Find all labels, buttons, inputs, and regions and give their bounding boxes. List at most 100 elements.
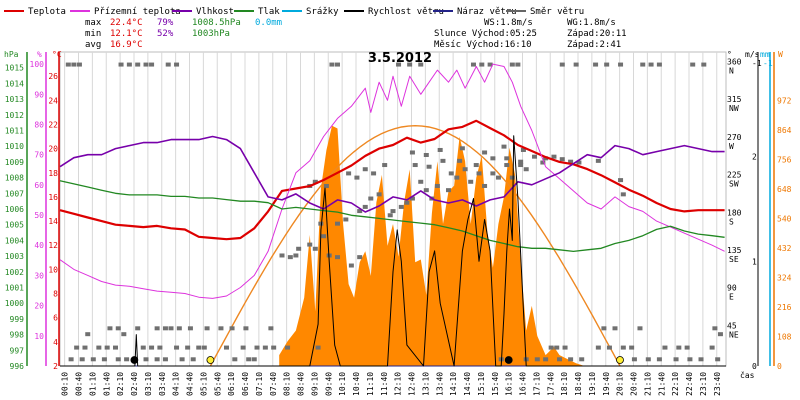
x-tick-label: 15:40 (491, 372, 500, 396)
wind-direction-point (656, 357, 662, 362)
direction-tick-value: 45 (727, 321, 737, 330)
wind-direction-point (448, 171, 454, 176)
wind-direction-point (490, 156, 496, 161)
wind-direction-point (620, 345, 626, 350)
legend-label: Tlak (258, 7, 280, 17)
wind-direction-point (559, 157, 565, 162)
wind-direction-point (454, 175, 460, 180)
x-tick-label: 08:10 (283, 372, 292, 396)
x-tick-label: 09:40 (324, 372, 333, 396)
wind-direction-point (559, 62, 565, 67)
wind-direction-point (201, 345, 207, 350)
chart-title: 3.5.2012 (368, 51, 432, 66)
wind-direction-point (251, 357, 257, 362)
wind-direction-point (115, 357, 121, 362)
wind-direction-point (412, 163, 418, 168)
sunrise-info: Slunce Východ:05:25 (434, 29, 537, 39)
wind-direction-point (293, 253, 299, 258)
sunset-info: Západ:20:11 (567, 29, 627, 39)
radiation-area-fill (279, 125, 585, 366)
humidity-axis-unit: % (37, 50, 42, 59)
x-tick-label: 16:10 (505, 372, 514, 396)
direction-tick-symbol: SW (729, 180, 739, 189)
wind-direction-point (509, 175, 515, 180)
wind-direction-point (482, 183, 488, 188)
wind-direction-point (687, 357, 693, 362)
legend-label: Vlhkost (196, 7, 234, 17)
wind-direction-point (323, 183, 329, 188)
wind-direction-point (357, 209, 363, 214)
temperature-tick-label: 16 (48, 193, 58, 202)
wind-direction-point (232, 357, 238, 362)
moonset-marker (130, 356, 139, 364)
wind-direction-point (157, 345, 163, 350)
wind-tick-label: 1 (752, 257, 757, 266)
wind-direction-point (631, 357, 637, 362)
wind-direction-point (71, 62, 77, 67)
wind-direction-point (532, 154, 538, 159)
wind-direction-point (637, 326, 643, 331)
x-tick-label: 15:10 (477, 372, 486, 396)
wind-direction-point (423, 188, 429, 193)
series-vlhkost (59, 135, 725, 213)
wind-direction-point (440, 158, 446, 163)
sun-curve (209, 124, 621, 367)
legend-label: Rychlost větru (368, 7, 444, 17)
x-tick-label: 17:40 (546, 372, 555, 396)
wind-direction-point (504, 156, 510, 161)
wind-direction-point (662, 345, 668, 350)
astro-block: WS:1.8m/s WG:1.8m/s Slunce Východ:05:25 … (434, 18, 627, 50)
wind-axis-top: -1 (752, 59, 762, 68)
x-tick-label: 22:10 (671, 372, 680, 396)
wind-direction-point (376, 192, 382, 197)
time-axis: 00:10 00:40 01:10 01:40 02:10 02:40 03:10 03:40… (61, 372, 722, 396)
wind-direction-point (143, 357, 149, 362)
wind-direction-point (285, 345, 291, 350)
direction-tick-value: 135 (727, 246, 742, 255)
pressure-tick-label: 1008 (5, 174, 24, 183)
wind-direction-point (606, 345, 612, 350)
x-tick-label: 11:10 (366, 372, 375, 396)
wind-direction-point (709, 345, 715, 350)
wind-direction-point (423, 152, 429, 157)
temperature-tick-label: 22 (48, 120, 58, 129)
wind-direction-point (495, 175, 501, 180)
direction-tick-value: 90 (727, 284, 737, 293)
wind-direction-point (656, 62, 662, 67)
wind-direction-point (185, 345, 191, 350)
radiation-tick-label: 108 (777, 333, 792, 342)
wind-direction-point (354, 175, 360, 180)
wind-direction-point (515, 62, 521, 67)
x-tick-label: 19:10 (588, 372, 597, 396)
pressure-tick-label: 1002 (5, 268, 24, 277)
wind-direction-point (135, 326, 141, 331)
x-tick-label: 12:10 (394, 372, 403, 396)
x-tick-label: 18:10 (560, 372, 569, 396)
wind-direction-point (459, 146, 465, 151)
wind-direction-point (645, 357, 651, 362)
direction-tick-symbol: N (729, 67, 734, 76)
wind-direction-point (568, 159, 574, 164)
wind-direction-point (229, 326, 235, 331)
wind-direction-point (346, 171, 352, 176)
stat-avg-label: avg (85, 40, 101, 50)
pressure-tick-label: 998 (10, 331, 25, 340)
wind-direction-point (437, 147, 443, 152)
pressure-tick-label: 1010 (5, 142, 24, 151)
x-tick-label: 13:10 (421, 372, 430, 396)
wind-direction-point (418, 62, 424, 67)
sunset-marker (616, 356, 624, 364)
sun-moon-markers (130, 356, 624, 364)
wind-direction-point (382, 163, 388, 168)
wind-direction-point (321, 234, 327, 239)
wind-direction-point (312, 246, 318, 251)
stat-min-temp: 12.1°C (110, 29, 143, 39)
humidity-tick-label: 30 (34, 271, 44, 280)
wind-direction-point (85, 332, 91, 337)
humidity-tick-label: 50 (34, 211, 44, 220)
wind-direction-point (407, 62, 413, 67)
wind-direction-point (543, 357, 549, 362)
wind-direction-point (409, 196, 415, 201)
wind-direction-point (329, 62, 335, 67)
wind-direction-point (254, 345, 260, 350)
